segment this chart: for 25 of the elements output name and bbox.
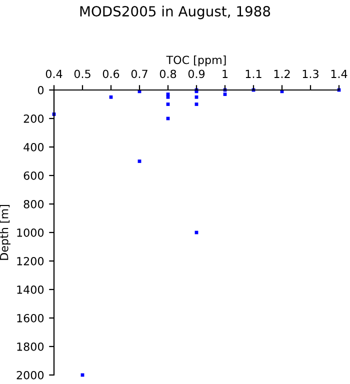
chart-title: MODS2005 in August, 1988 [80,6,270,20]
y-tick-label: 0 [38,86,44,94]
y-tick-label: 2000 [16,370,44,380]
x-tick-label: 0.9 [188,70,205,78]
y-tick-label: 1400 [17,285,44,294]
x-tick-label: 1.3 [302,70,318,78]
x-tick-label: 0.6 [102,70,120,78]
x-tick-label: 0.4 [46,70,62,78]
y-tick-label: 1600 [17,314,44,322]
x-tick-label: 1.1 [246,70,262,78]
x-tick-label: 1 [222,70,228,78]
y-tick-label: 400 [24,142,44,152]
x-tick-label: 1.4 [331,70,348,78]
x-axis-title: TOC [ppm] [166,56,226,66]
x-tick-label: 0.5 [74,70,90,78]
x-tick-label: 0.8 [160,70,176,78]
y-tick-label: 600 [24,171,44,180]
y-axis-title: Depth [m] [0,205,10,260]
y-tick-label: 800 [24,200,44,208]
y-tick-label: 200 [24,114,44,123]
y-tick-label: 1800 [17,342,44,351]
x-tick-label: 0.7 [131,70,148,78]
x-tick-label: 1.2 [274,70,290,78]
y-tick-label: 1000 [17,228,44,237]
y-tick-label: 1200 [17,256,44,266]
